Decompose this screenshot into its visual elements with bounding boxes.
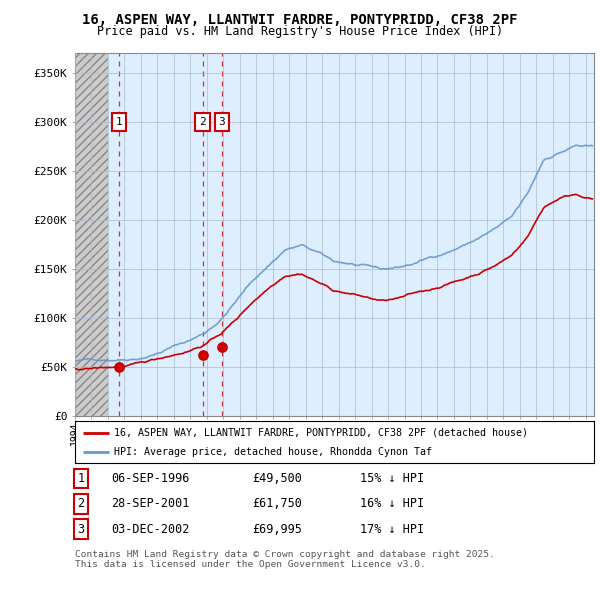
Text: 16, ASPEN WAY, LLANTWIT FARDRE, PONTYPRIDD, CF38 2PF: 16, ASPEN WAY, LLANTWIT FARDRE, PONTYPRI… [82,13,518,27]
Text: 3: 3 [218,117,226,127]
Text: Price paid vs. HM Land Registry's House Price Index (HPI): Price paid vs. HM Land Registry's House … [97,25,503,38]
Text: £49,500: £49,500 [252,472,302,485]
Text: 2: 2 [199,117,206,127]
Text: 17% ↓ HPI: 17% ↓ HPI [360,523,424,536]
Point [115,363,124,372]
Bar [75,53,108,416]
Text: 28-SEP-2001: 28-SEP-2001 [111,497,190,510]
Text: HPI: Average price, detached house, Rhondda Cynon Taf: HPI: Average price, detached house, Rhon… [114,447,432,457]
Text: Contains HM Land Registry data © Crown copyright and database right 2025.
This d: Contains HM Land Registry data © Crown c… [75,550,495,569]
Text: 1: 1 [116,117,122,127]
Text: 1: 1 [77,472,85,485]
Text: 16, ASPEN WAY, LLANTWIT FARDRE, PONTYPRIDD, CF38 2PF (detached house): 16, ASPEN WAY, LLANTWIT FARDRE, PONTYPRI… [114,428,528,438]
Text: 06-SEP-1996: 06-SEP-1996 [111,472,190,485]
Text: £61,750: £61,750 [252,497,302,510]
Text: 15% ↓ HPI: 15% ↓ HPI [360,472,424,485]
Text: 03-DEC-2002: 03-DEC-2002 [111,523,190,536]
Text: 3: 3 [77,523,85,536]
Text: 2: 2 [77,497,85,510]
Point [217,343,227,352]
Text: 16% ↓ HPI: 16% ↓ HPI [360,497,424,510]
Point [198,350,208,360]
Text: £69,995: £69,995 [252,523,302,536]
